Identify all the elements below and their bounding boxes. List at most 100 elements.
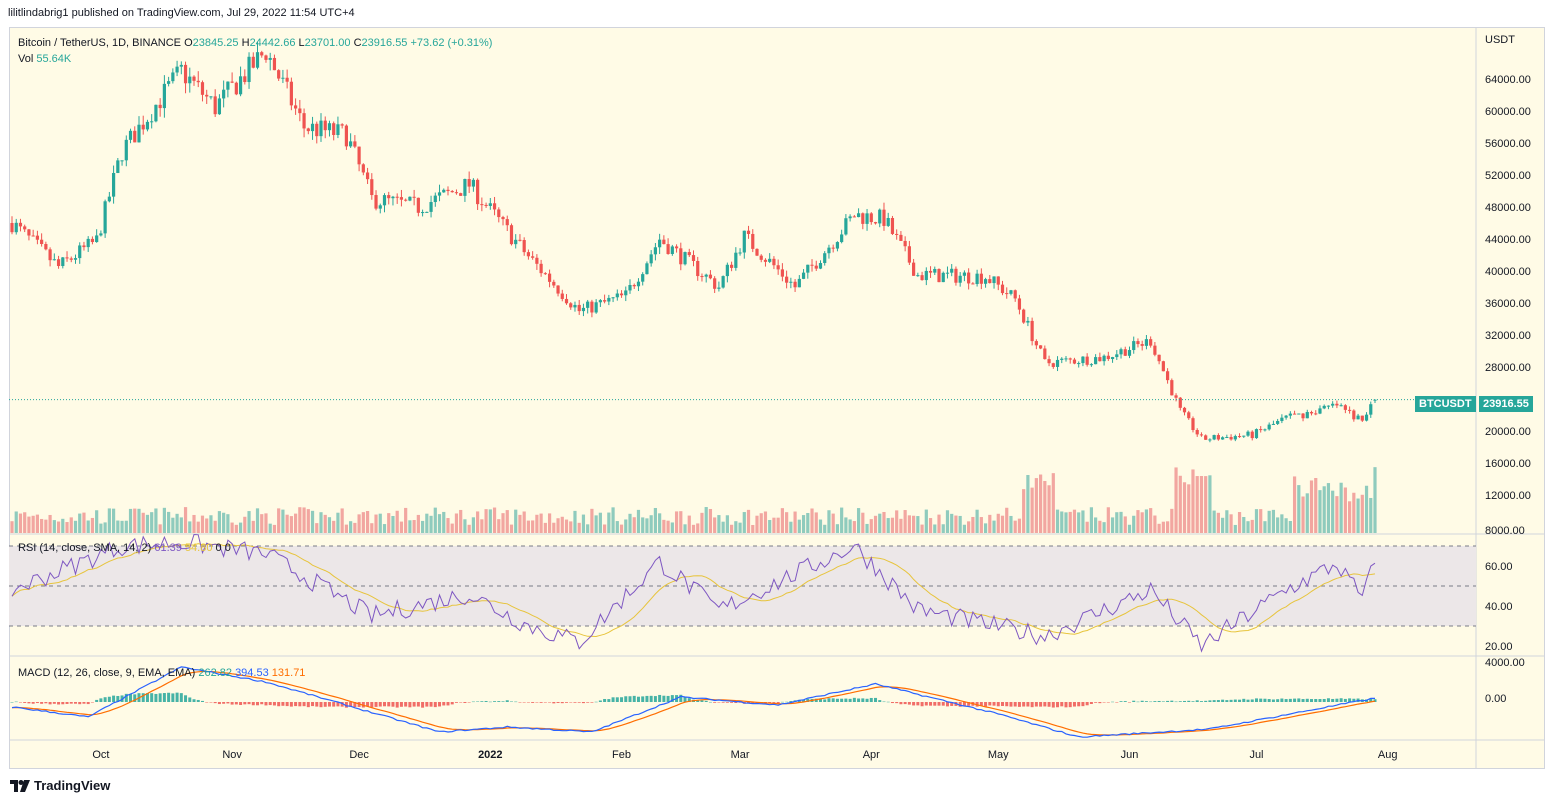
macd-histogram-bar <box>1144 701 1148 702</box>
candle-body <box>1068 358 1072 360</box>
candle-body <box>1369 404 1373 415</box>
volume-bar <box>188 521 192 533</box>
candle-body <box>708 274 713 279</box>
macd-histogram-bar <box>687 698 691 702</box>
volume-label[interactable]: Vol <box>18 53 34 65</box>
rsi-label[interactable]: RSI (14, close, SMA, 14, 2) <box>18 542 152 554</box>
volume-bar <box>713 517 717 533</box>
volume-bar <box>937 514 941 533</box>
macd-histogram-bar <box>835 698 839 702</box>
candle-body <box>382 195 387 206</box>
volume-bar <box>912 515 916 533</box>
candle-body <box>1288 413 1292 416</box>
volume-bar <box>213 520 217 533</box>
macd-histogram-bar <box>35 702 39 704</box>
volume-bar <box>467 524 471 533</box>
price-tick-label: 40000.00 <box>1485 266 1531 278</box>
macd-histogram-bar <box>1153 701 1157 702</box>
volume-bar <box>209 515 213 533</box>
volume-bar <box>442 511 446 533</box>
macd-histogram-bar <box>531 702 535 703</box>
macd-histogram-bar <box>1034 702 1038 707</box>
volume-bar <box>361 512 365 533</box>
candle-body <box>776 265 780 270</box>
candle-body <box>856 213 861 218</box>
macd-histogram-bar <box>192 699 196 702</box>
macd-histogram-bar <box>1322 698 1326 702</box>
macd-histogram-bar <box>679 694 683 702</box>
macd-histogram-bar <box>1060 702 1064 707</box>
macd-histogram-bar <box>1204 700 1208 702</box>
price-tick-label: 64000.00 <box>1485 74 1531 86</box>
macd-layer <box>10 666 1377 738</box>
candle-body <box>882 209 886 226</box>
candle-body <box>150 121 154 123</box>
macd-histogram-bar <box>31 702 35 704</box>
candle-body <box>1026 320 1030 323</box>
macd-histogram-bar <box>450 702 454 705</box>
price-axis-currency: USDT <box>1485 34 1515 46</box>
macd-histogram-bar <box>1195 700 1199 702</box>
volume-bar <box>865 523 869 533</box>
rsi-tick-label: 40.00 <box>1485 601 1513 613</box>
volume-bar <box>662 519 666 533</box>
macd-histogram-bar <box>1161 701 1165 702</box>
macd-histogram-bar <box>446 702 450 706</box>
candle-body <box>196 80 200 83</box>
chart-container[interactable] <box>9 27 1545 769</box>
volume-bar <box>958 515 962 533</box>
candle-body <box>615 293 619 298</box>
symbol-label[interactable]: Bitcoin / TetherUS, 1D, BINANCE <box>18 37 182 49</box>
volume-bar <box>1195 476 1199 533</box>
chart-canvas[interactable]: 64000.00 60000.00 56000.00 52000.00 48000.00… <box>9 27 1545 769</box>
volume-bar <box>260 514 264 533</box>
macd-histogram-bar <box>1102 702 1106 703</box>
main-legend: Bitcoin / TetherUS, 1D, BINANCE O23845.2… <box>18 37 492 49</box>
macd-histogram-bar <box>471 701 475 703</box>
macd-histogram-bar <box>780 701 784 703</box>
candle-body <box>23 226 27 230</box>
volume-bar <box>971 516 975 533</box>
macd-histogram-bar <box>167 692 171 702</box>
footer-brand[interactable]: TradingView <box>10 778 110 793</box>
volume-bar <box>357 514 361 533</box>
macd-histogram-bar <box>594 701 598 703</box>
rsi-tick-label: 20.00 <box>1485 641 1513 653</box>
volume-bar <box>1250 519 1254 533</box>
volume-bar <box>116 520 120 533</box>
macd-histogram-bar <box>641 696 645 702</box>
price-tick-label: 36000.00 <box>1485 298 1531 310</box>
macd-label[interactable]: MACD (12, 26, close, 9, EMA, EMA) <box>18 667 196 679</box>
volume-bar <box>755 515 759 533</box>
candle-body <box>336 124 340 136</box>
macd-histogram-bar <box>412 702 416 707</box>
volume-bar <box>1221 517 1225 533</box>
candle-body <box>319 120 323 137</box>
candle-body <box>264 55 268 60</box>
candle-body <box>1144 339 1149 346</box>
open-label: O <box>184 37 193 49</box>
rsi-ma-value: 54.80 <box>184 542 213 554</box>
volume-bar <box>78 513 82 533</box>
volume-bar <box>547 513 552 533</box>
macd-histogram-bar <box>666 695 670 702</box>
macd-histogram-bar <box>65 702 69 704</box>
volume-bar <box>179 517 183 533</box>
volume-bar <box>1318 490 1322 533</box>
candle-body <box>48 249 52 261</box>
candle-body <box>899 234 903 241</box>
macd-histogram-bar <box>1305 698 1309 702</box>
candle-body <box>145 121 150 130</box>
volume-bar <box>374 514 378 533</box>
candle-body <box>234 82 238 95</box>
rsi-legend: RSI (14, close, SMA, 14, 2) 61.39 54.80 … <box>18 542 231 554</box>
macd-histogram-bar <box>315 702 319 707</box>
candle-body <box>1276 421 1280 424</box>
macd-histogram-bar <box>624 696 628 702</box>
macd-histogram-bar <box>649 695 653 702</box>
candle-body <box>404 199 408 201</box>
volume-bar <box>721 521 725 533</box>
macd-histogram-bar <box>1276 699 1280 702</box>
candle-body <box>704 274 708 277</box>
candle-body <box>370 179 374 196</box>
